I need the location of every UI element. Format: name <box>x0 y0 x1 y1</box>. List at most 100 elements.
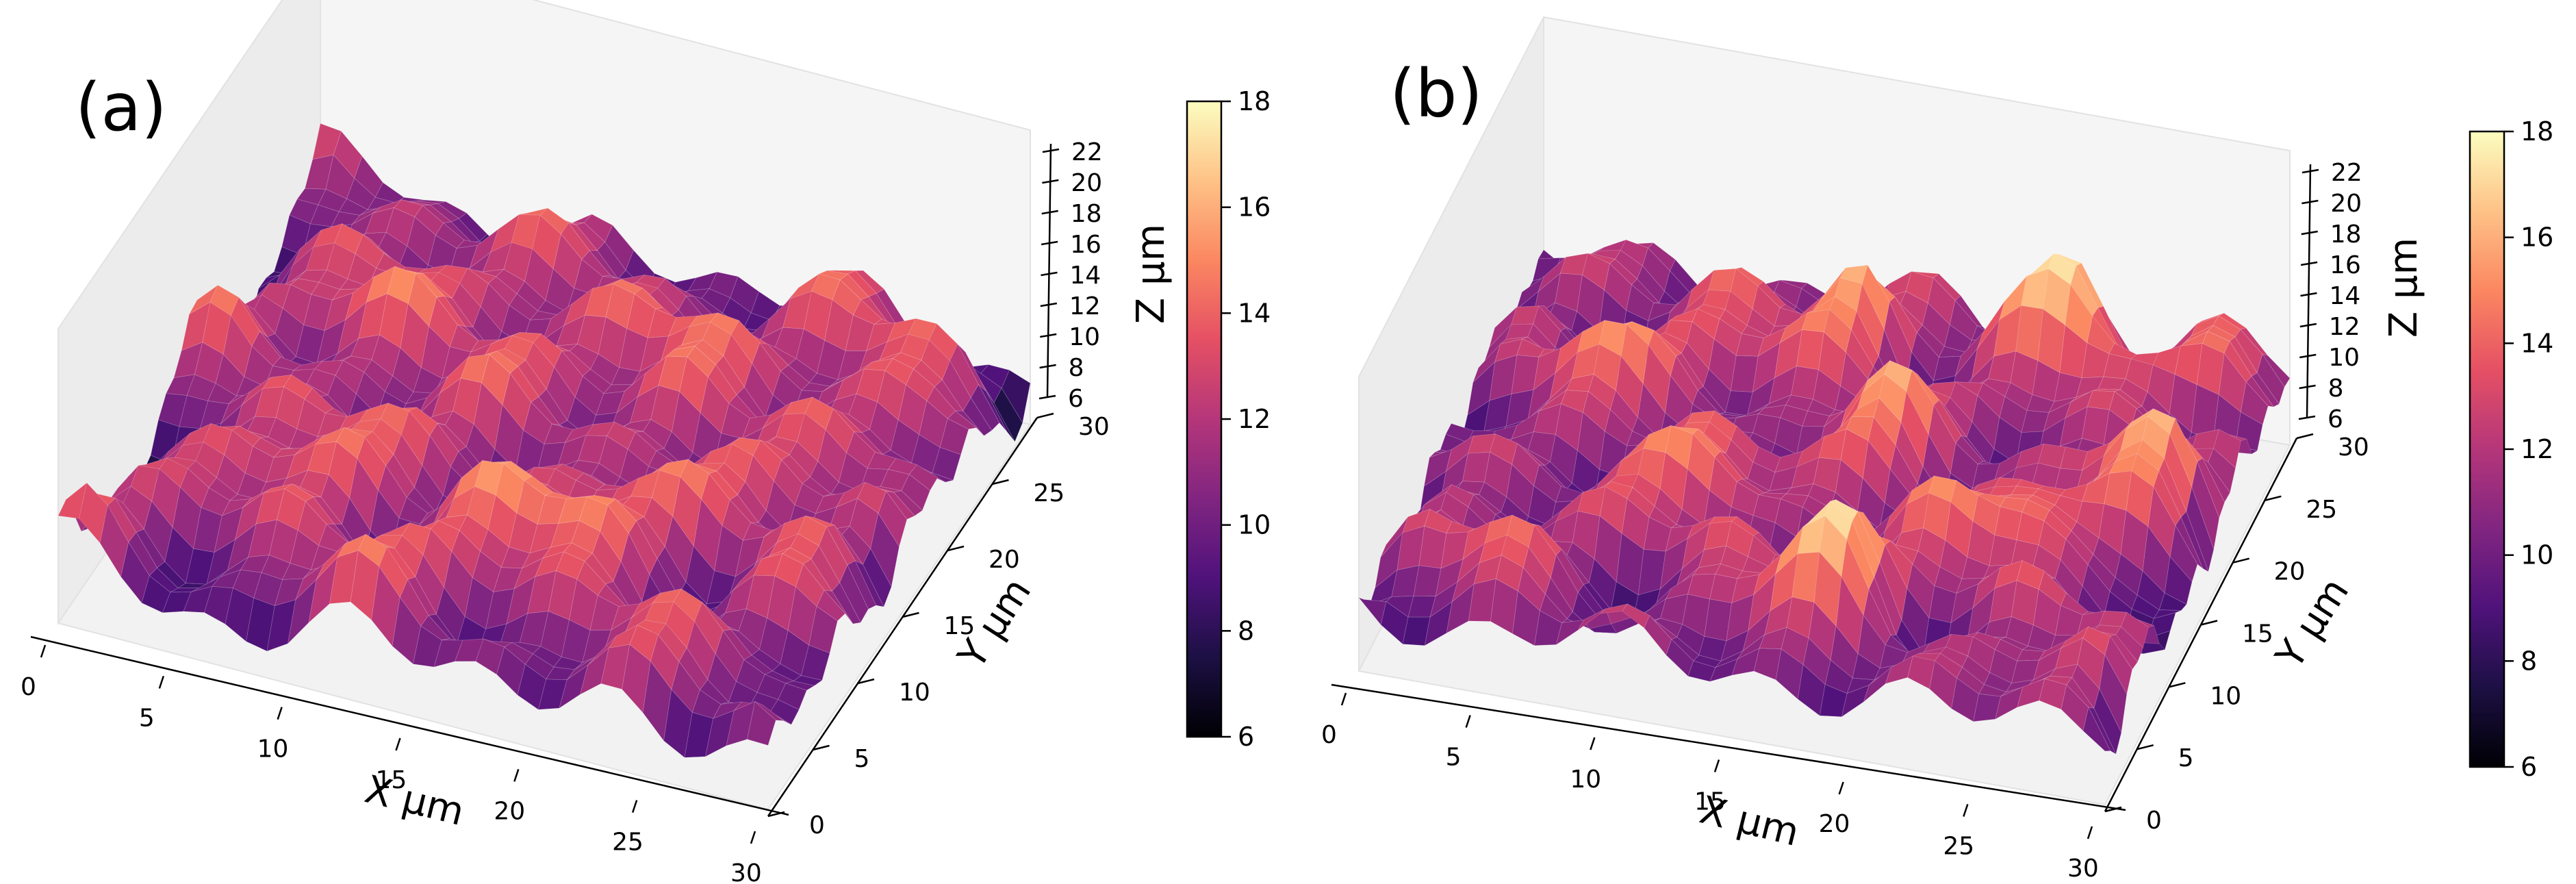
x-axis-label: X μm <box>361 768 469 835</box>
surface-facet <box>993 388 1023 442</box>
z-tick <box>1038 394 1056 400</box>
surface-facet <box>824 590 854 624</box>
surface-facet <box>831 582 861 624</box>
y-tick <box>2265 495 2282 502</box>
x-tick-label: 30 <box>2067 855 2099 883</box>
x-tick-label: 10 <box>1570 766 1601 794</box>
surface-facet <box>986 391 1015 442</box>
z-axis-line <box>2306 164 2312 418</box>
surface-facet <box>970 383 1000 431</box>
z-tick-label: 16 <box>2330 251 2361 279</box>
y-tick <box>2200 620 2218 626</box>
colorbar-tick-label: 6 <box>2521 752 2537 782</box>
z-tick <box>1041 271 1058 277</box>
y-tick-label: 5 <box>854 745 870 773</box>
y-tick <box>2104 806 2122 813</box>
x-tick <box>631 800 638 813</box>
x-tick-label: 10 <box>257 735 289 763</box>
surface-facet <box>2153 609 2182 619</box>
y-tick-label: 0 <box>809 811 825 839</box>
x-tick <box>158 675 165 689</box>
surface-facet <box>2093 687 2122 755</box>
x-tick <box>750 831 756 844</box>
z-tick-label: 8 <box>1069 354 1084 382</box>
y-tick <box>813 744 830 751</box>
z-tick-label: 20 <box>1071 169 1102 197</box>
x-tick-label: 20 <box>1819 810 1850 838</box>
y-tick <box>2296 433 2314 440</box>
x-tick <box>2087 826 2093 839</box>
y-tick <box>2169 682 2186 688</box>
z-tick <box>2299 384 2316 390</box>
z-tick-label: 16 <box>1070 231 1101 259</box>
surface-facet <box>1001 369 1031 424</box>
x-tick-label: 20 <box>494 797 525 825</box>
panel-label: (b) <box>1390 55 1483 132</box>
y-tick <box>857 678 875 685</box>
z-tick <box>2301 230 2318 236</box>
y-tick <box>992 479 1009 485</box>
x-tick-label: 5 <box>139 704 155 732</box>
surface-facet <box>901 473 931 512</box>
colorbar-tick-label: 16 <box>2521 223 2553 253</box>
z-tick <box>1041 240 1058 246</box>
surface-facet <box>854 559 884 607</box>
z-tick <box>1040 333 1057 338</box>
z-tick-label: 14 <box>2330 282 2361 310</box>
x-axis-line <box>30 635 789 816</box>
y-tick-label: 0 <box>2146 807 2162 835</box>
surface-facet <box>962 397 993 436</box>
surface-facet <box>2197 457 2226 519</box>
z-tick <box>1040 302 1058 307</box>
surface-facet <box>847 560 877 610</box>
surface-facet <box>893 490 923 516</box>
surface-facet <box>2262 353 2291 388</box>
panel-label: (a) <box>75 69 167 146</box>
surface-facet <box>908 464 939 491</box>
surface-facet <box>808 605 838 654</box>
surface-facet <box>2213 429 2241 469</box>
z-tick-label: 14 <box>1070 262 1101 290</box>
z-tick <box>2300 261 2318 266</box>
z-tick <box>1042 148 1060 153</box>
z-tick <box>1041 210 1058 215</box>
x-tick-label: 25 <box>1943 833 1974 861</box>
surface-facet <box>870 512 900 588</box>
surface-facet <box>816 590 846 622</box>
z-tick-label: 10 <box>2328 344 2360 372</box>
x-tick-label: 0 <box>1321 721 1337 749</box>
z-tick-label: 18 <box>1071 200 1102 228</box>
x-tick <box>277 707 283 720</box>
z-tick-label: 18 <box>2330 220 2362 249</box>
x-tick-label: 25 <box>612 829 643 857</box>
surface-facet <box>863 548 892 608</box>
surface-facet <box>978 384 1008 432</box>
x-tick <box>513 768 520 782</box>
colorbar-tick-label: 6 <box>1238 722 1254 752</box>
z-axis-label: Z μm <box>1129 224 1173 324</box>
colorbar-tick-label: 18 <box>1238 86 1271 116</box>
x-axis-line <box>1331 683 2126 811</box>
surface-facet <box>2175 516 2204 569</box>
colorbar-tick-label: 8 <box>2521 646 2537 676</box>
surface-facet <box>747 700 776 746</box>
x-tick <box>1590 737 1596 750</box>
z-tick-label: 12 <box>1069 292 1101 320</box>
x-axis-label: X μm <box>1696 788 1804 855</box>
z-axis-line <box>1046 143 1052 398</box>
y-tick <box>947 545 965 552</box>
x-tick-label: 5 <box>1446 744 1462 772</box>
surface-facet <box>2240 381 2269 425</box>
z-tick <box>2299 323 2317 328</box>
surface-facet <box>769 699 800 725</box>
colorbar-tick-label: 12 <box>2521 434 2553 464</box>
z-tick <box>2298 415 2316 420</box>
x-tick <box>1340 692 1347 706</box>
x-tick-label: 15 <box>1694 788 1726 816</box>
x-tick <box>40 644 47 658</box>
surface-facet <box>885 490 915 520</box>
